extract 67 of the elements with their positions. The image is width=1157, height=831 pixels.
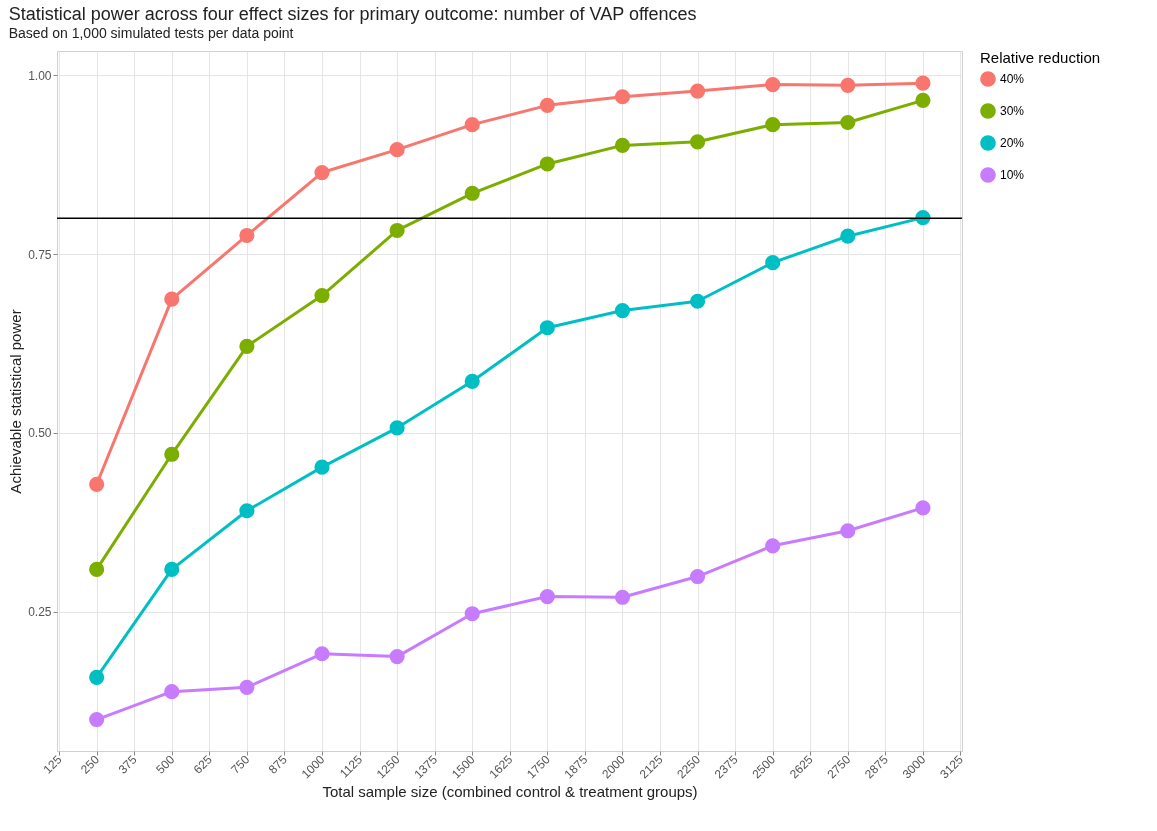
point (765, 77, 781, 93)
y-tick-label: 0.25 (28, 605, 52, 620)
legend-label: 10% (1000, 168, 1025, 182)
point (539, 320, 555, 336)
x-tick-label: 250 (78, 752, 103, 777)
point (614, 89, 631, 105)
legend-title: Relative reduction (980, 49, 1101, 66)
point (539, 156, 555, 172)
point (690, 568, 706, 585)
x-axis-title: Total sample size (combined control & treatment groups) (322, 782, 698, 800)
legend-label: 40% (1000, 72, 1025, 86)
point (464, 185, 480, 201)
point (464, 373, 480, 389)
x-tick-label: 750 (228, 752, 253, 777)
x-tick-label: 625 (190, 752, 216, 777)
point (389, 142, 405, 158)
point (89, 669, 105, 685)
point (239, 227, 255, 244)
y-tick-label: 0.50 (28, 426, 52, 441)
legend-label: 20% (1000, 136, 1025, 150)
point (765, 117, 781, 133)
point (614, 137, 631, 153)
y-axis-title: Achievable statistical power (7, 309, 25, 494)
point (915, 92, 931, 108)
point (690, 83, 706, 99)
x-tick-label: 125 (40, 752, 65, 777)
chart-title: Statistical power across four effect sizes for primary outcome: number of VAP offences (8, 4, 697, 24)
point (89, 561, 105, 577)
point (765, 538, 781, 554)
x-tick-label: 500 (153, 752, 178, 777)
point (614, 589, 631, 605)
point (840, 228, 856, 244)
point (690, 134, 706, 150)
point (840, 114, 856, 131)
point (389, 222, 405, 239)
point (314, 287, 330, 304)
point (314, 646, 330, 662)
point (464, 606, 480, 622)
point (314, 164, 330, 181)
point (239, 503, 255, 519)
point (915, 75, 931, 91)
y-tick-label: 0.75 (28, 247, 52, 262)
point (164, 291, 180, 307)
point (164, 561, 180, 577)
point (915, 500, 931, 516)
point (164, 446, 180, 462)
point (314, 459, 330, 475)
point (389, 420, 405, 436)
point (389, 649, 405, 665)
point (239, 679, 255, 695)
point (840, 523, 856, 539)
point (765, 255, 781, 271)
point (840, 77, 856, 93)
y-tick-label: 1.00 (28, 68, 52, 83)
chart-subtitle: Based on 1,000 simulated tests per data point (8, 25, 294, 41)
point (539, 588, 555, 605)
legend-label: 30% (1000, 104, 1025, 118)
point (614, 302, 631, 319)
point (539, 97, 555, 113)
point (89, 711, 105, 728)
point (164, 684, 180, 700)
x-tick-label: 375 (115, 752, 140, 777)
point (690, 293, 706, 309)
point (464, 117, 480, 133)
x-tick-label: 875 (265, 752, 291, 777)
point (239, 338, 255, 354)
point (89, 476, 105, 492)
